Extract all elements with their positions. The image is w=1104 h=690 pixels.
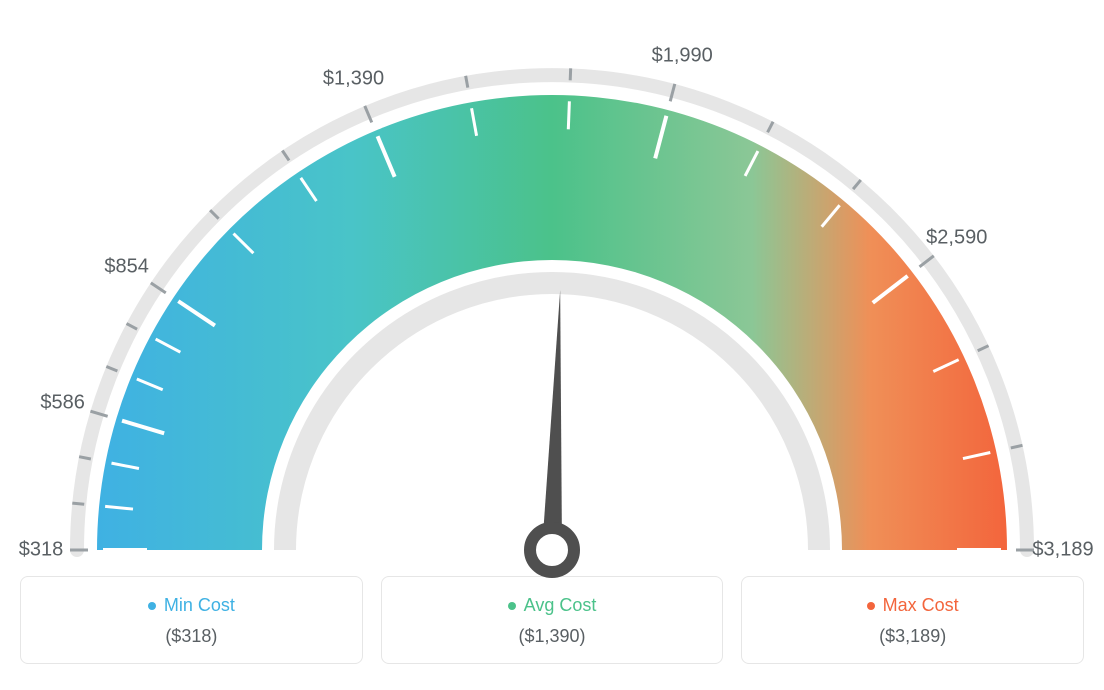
gauge-dial: $318$586$854$1,390$1,990$2,590$3,189 xyxy=(20,20,1084,560)
gauge-tick-label: $1,390 xyxy=(323,68,384,91)
cost-gauge-chart: $318$586$854$1,390$1,990$2,590$3,189 Min… xyxy=(20,20,1084,664)
legend-dot-avg xyxy=(508,602,516,610)
legend-card-avg: Avg Cost ($1,390) xyxy=(381,576,724,664)
legend-value-min: ($318) xyxy=(31,626,352,647)
gauge-tick-label: $586 xyxy=(40,391,85,414)
legend-label-min: Min Cost xyxy=(148,595,235,616)
legend-row: Min Cost ($318) Avg Cost ($1,390) Max Co… xyxy=(20,576,1084,664)
legend-label-avg-text: Avg Cost xyxy=(524,595,597,616)
legend-label-max: Max Cost xyxy=(867,595,959,616)
gauge-tick-label: $3,189 xyxy=(1032,539,1093,562)
gauge-tick-label: $854 xyxy=(104,255,149,278)
legend-dot-max xyxy=(867,602,875,610)
gauge-tick-label: $1,990 xyxy=(652,44,713,67)
legend-value-max: ($3,189) xyxy=(752,626,1073,647)
legend-card-max: Max Cost ($3,189) xyxy=(741,576,1084,664)
legend-value-avg: ($1,390) xyxy=(392,626,713,647)
legend-card-min: Min Cost ($318) xyxy=(20,576,363,664)
gauge-tick-label: $2,590 xyxy=(926,227,987,250)
legend-label-max-text: Max Cost xyxy=(883,595,959,616)
legend-dot-min xyxy=(148,602,156,610)
legend-label-avg: Avg Cost xyxy=(508,595,597,616)
gauge-tick-label: $318 xyxy=(19,539,64,562)
legend-label-min-text: Min Cost xyxy=(164,595,235,616)
